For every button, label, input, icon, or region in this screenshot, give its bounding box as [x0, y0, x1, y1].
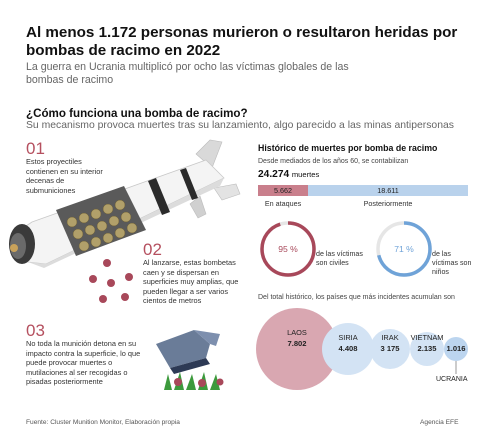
civilians-percent: 95 %: [278, 244, 298, 254]
history-total: 24.274 muertes: [258, 169, 319, 180]
children-percent: 71 %: [394, 244, 414, 254]
step-2-text: Al lanzarse, estas bombetas caen y se di…: [143, 258, 239, 306]
countries-subtitle: Del total histórico, los países que más …: [258, 294, 455, 301]
bubble-siria: [322, 323, 374, 375]
history-total-unit: muertes: [291, 170, 320, 179]
country-irak-name: IRAK: [381, 333, 399, 342]
countries-bubbles: [256, 308, 468, 390]
country-laos: LAOS 7.802: [272, 327, 322, 349]
step-1-number: 01: [26, 139, 45, 158]
mechanism-title: ¿Cómo funciona una bomba de racimo?: [26, 107, 248, 120]
bubble-ucrania: [444, 337, 468, 361]
history-title: Histórico de muertes por bomba de racimo: [258, 143, 438, 153]
cluster-bomb-illustration: [9, 139, 241, 268]
foot-stepping-graphic: [156, 330, 224, 390]
country-siria: SIRIA 4.408: [328, 332, 368, 354]
bubble-laos: [256, 308, 338, 390]
country-siria-value: 4.408: [338, 344, 358, 353]
footer-agency: Agencia EFE: [420, 419, 459, 426]
step-2-number: 02: [143, 240, 162, 259]
history-total-value: 24.274: [258, 169, 290, 180]
country-laos-value: 7.802: [287, 339, 307, 348]
mechanism-subtitle: Su mecanismo provoca muertes tras su lan…: [26, 120, 454, 131]
bomblets-graphic: [89, 259, 133, 303]
civilians-caption: de las víctimas son civiles: [316, 250, 363, 267]
step-3-number: 03: [26, 321, 45, 340]
country-irak: IRAK 3 175: [370, 332, 410, 354]
headline-subtitle: La guerra en Ucrania multiplicó por ocho…: [26, 61, 349, 86]
country-vietnam-value: 2.135: [417, 344, 437, 353]
bar-attacks-value: 5.662: [274, 186, 292, 195]
civilians-ring-arc: [260, 221, 316, 277]
children-ring: [376, 221, 432, 277]
country-ucrania-value: 1.016: [440, 343, 472, 354]
country-vietnam-name: VIETNAM: [410, 333, 444, 342]
bubble-irak: [370, 329, 410, 369]
bar-later-label: Posteriormente: [363, 199, 413, 208]
bar-later-value: 18.611: [377, 186, 399, 195]
ucrania-value: 1.016: [446, 344, 466, 353]
country-siria-name: SIRIA: [338, 333, 358, 342]
country-laos-name: LAOS: [287, 328, 307, 337]
children-ring-arc: [376, 221, 432, 277]
children-caption: de las víctimas son niños: [432, 250, 472, 276]
bar-attacks-label: En ataques: [264, 199, 302, 208]
civilians-ring: [260, 221, 316, 277]
step-3-text: No toda la munición detona en su impacto…: [26, 339, 141, 387]
footer-source: Fuente: Cluster Munition Monitor, Elabor…: [26, 419, 180, 426]
headline-title: Al menos 1.172 personas murieron o resul…: [26, 24, 458, 59]
step-1-text: Estos proyectiles contienen en su interi…: [26, 157, 103, 195]
country-vietnam: VIETNAM 2.135: [405, 332, 449, 354]
bubble-vietnam: [410, 332, 444, 366]
country-irak-value: 3 175: [380, 344, 400, 353]
bar-later: [308, 185, 468, 196]
history-since: Desde mediados de los años 60, se contab…: [258, 158, 409, 165]
bar-attacks: [258, 185, 308, 196]
ucrania-label: UCRANIA: [436, 376, 468, 383]
